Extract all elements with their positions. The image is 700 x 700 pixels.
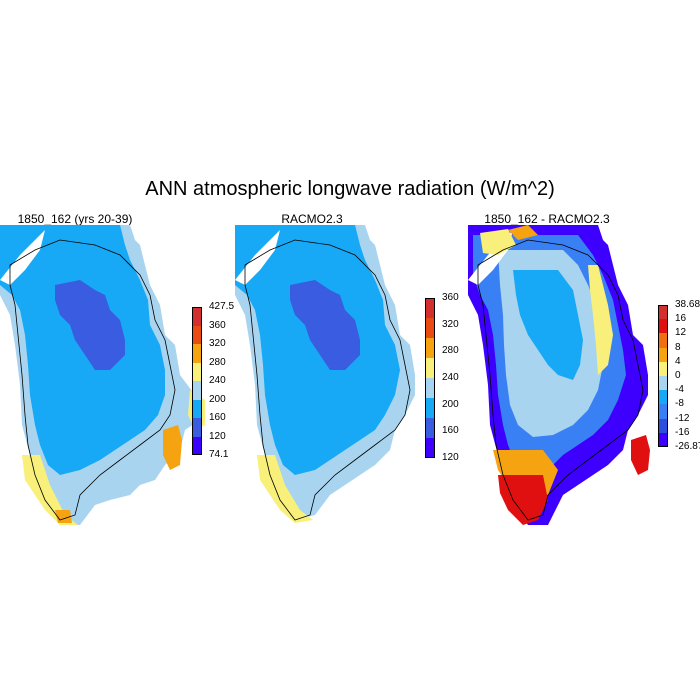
colorbar-label: 200	[442, 398, 459, 410]
colorbar-label: 240	[442, 372, 459, 383]
greenland-field	[235, 225, 415, 523]
colorbar-label: 160	[442, 425, 459, 437]
coastline	[244, 239, 411, 521]
colorbar-label: 0	[675, 370, 681, 381]
colorbar-label: 280	[209, 356, 226, 368]
panel-title-racmo: RACMO2.3	[281, 212, 343, 226]
panel-title-difference: 1850_162 - RACMO2.3	[484, 212, 610, 226]
colorbar-label: -26.87	[675, 441, 700, 452]
colorbar-label: 427.5	[209, 301, 235, 312]
colorbar-label: 12	[675, 327, 687, 339]
colorbar-label: 4	[675, 355, 681, 367]
colorbar-frame	[192, 307, 202, 455]
colorbar-label: 160	[209, 412, 226, 423]
colorbar-label: 16	[675, 313, 687, 325]
ice-sheet-core	[290, 280, 360, 370]
colorbar-label: 320	[442, 318, 459, 330]
colorbar-label: 74.1	[209, 449, 229, 460]
coastline	[9, 239, 176, 521]
colorbar-label: -8	[675, 398, 684, 410]
ice-sheet-core	[55, 280, 125, 370]
iceland-fragment	[631, 435, 650, 475]
south-orange-tip	[55, 510, 72, 523]
greenland-field	[468, 225, 650, 525]
figure-title: ANN atmospheric longwave radiation (W/m^…	[145, 178, 555, 200]
coastline	[477, 239, 644, 521]
colorbar-label: 280	[442, 345, 459, 357]
east-yellow-strip	[588, 265, 613, 375]
colorbar-label: 120	[209, 430, 226, 442]
map-panel-model	[0, 225, 205, 525]
iceland-fragment	[163, 425, 182, 470]
map-panel-racmo	[235, 225, 415, 523]
band-cyan	[513, 270, 583, 380]
panel-title-model: 1850_162 (yrs 20-39)	[17, 212, 133, 226]
colorbar-label: 200	[209, 393, 226, 405]
colorbar-label: 8	[675, 341, 681, 353]
colorbar-label: -16	[675, 426, 690, 438]
colorbar-label: 38.68	[675, 299, 700, 310]
colorbar-label: 360	[442, 292, 459, 303]
colorbar-label: -4	[675, 384, 684, 396]
colorbar-label: 240	[209, 375, 226, 386]
map-panel-difference	[468, 225, 650, 525]
colorbar-label: 320	[209, 338, 226, 349]
colorbar-frame	[425, 298, 435, 458]
colorbar-frame	[658, 305, 668, 447]
north-orange-patch	[508, 225, 538, 240]
colorbar-label: 120	[442, 452, 459, 463]
colorbar-label: 360	[209, 319, 226, 331]
south-yellow-edge	[22, 455, 78, 525]
south-red-tip	[498, 475, 548, 525]
colorbar-label: -12	[675, 412, 690, 424]
greenland-field	[0, 225, 205, 525]
south-yellow-edge	[257, 455, 313, 523]
